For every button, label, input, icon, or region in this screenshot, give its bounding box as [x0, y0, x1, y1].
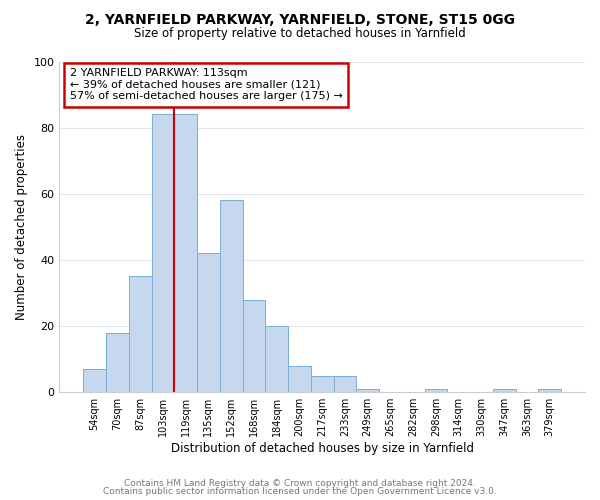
- Bar: [220, 200, 242, 392]
- Bar: [152, 114, 175, 392]
- Text: 2 YARNFIELD PARKWAY: 113sqm
← 39% of detached houses are smaller (121)
57% of se: 2 YARNFIELD PARKWAY: 113sqm ← 39% of det…: [70, 68, 343, 102]
- Bar: [538, 389, 561, 392]
- Text: Contains public sector information licensed under the Open Government Licence v3: Contains public sector information licen…: [103, 487, 497, 496]
- Bar: [493, 389, 515, 392]
- Bar: [242, 300, 265, 392]
- X-axis label: Distribution of detached houses by size in Yarnfield: Distribution of detached houses by size …: [171, 442, 474, 455]
- Y-axis label: Number of detached properties: Number of detached properties: [15, 134, 28, 320]
- Bar: [356, 389, 379, 392]
- Bar: [425, 389, 448, 392]
- Bar: [83, 369, 106, 392]
- Bar: [334, 376, 356, 392]
- Bar: [175, 114, 197, 392]
- Text: Size of property relative to detached houses in Yarnfield: Size of property relative to detached ho…: [134, 28, 466, 40]
- Bar: [311, 376, 334, 392]
- Bar: [106, 332, 129, 392]
- Bar: [197, 254, 220, 392]
- Text: 2, YARNFIELD PARKWAY, YARNFIELD, STONE, ST15 0GG: 2, YARNFIELD PARKWAY, YARNFIELD, STONE, …: [85, 12, 515, 26]
- Bar: [129, 276, 152, 392]
- Bar: [265, 326, 288, 392]
- Text: Contains HM Land Registry data © Crown copyright and database right 2024.: Contains HM Land Registry data © Crown c…: [124, 478, 476, 488]
- Bar: [288, 366, 311, 392]
